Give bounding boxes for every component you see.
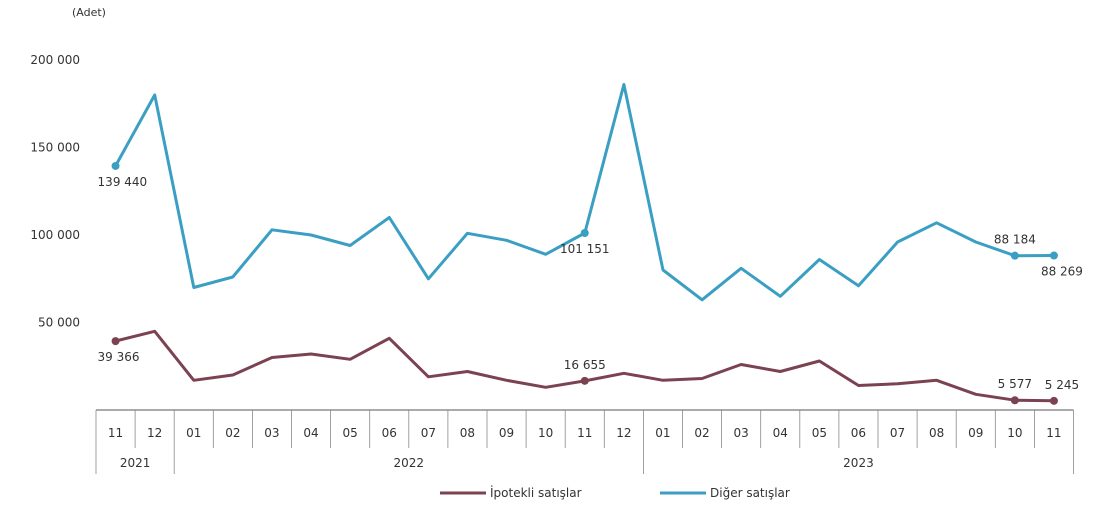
x-tick-label: 05 xyxy=(343,426,358,440)
data-label: 139 440 xyxy=(98,175,148,189)
data-label: 101 151 xyxy=(560,242,610,256)
y-axis: 50 000 100 000 150 000 200 000 xyxy=(30,53,80,330)
x-tick-label: 02 xyxy=(694,426,709,440)
y-tick-label: 100 000 xyxy=(30,228,80,242)
x-tick-label: 04 xyxy=(773,426,788,440)
y-tick-label: 50 000 xyxy=(38,316,80,330)
x-tick-label: 06 xyxy=(382,426,397,440)
legend-label: İpotekli satışlar xyxy=(490,485,582,500)
x-tick-label: 04 xyxy=(303,426,318,440)
x-tick-label: 09 xyxy=(499,426,514,440)
x-tick-label: 11 xyxy=(577,426,592,440)
data-point-marker xyxy=(1010,251,1019,260)
data-label: 16 655 xyxy=(564,358,606,372)
legend-label: Diğer satışlar xyxy=(710,486,790,500)
x-tick-label: 12 xyxy=(147,426,162,440)
data-label: 39 366 xyxy=(98,350,140,364)
x-tick-label: 03 xyxy=(264,426,279,440)
data-point-marker xyxy=(111,337,120,346)
x-year-label: 2023 xyxy=(843,456,874,470)
x-tick-label: 09 xyxy=(968,426,983,440)
x-tick-label: 10 xyxy=(1007,426,1022,440)
y-axis-unit-label: (Adet) xyxy=(72,6,106,19)
x-tick-label: 06 xyxy=(851,426,866,440)
series-line xyxy=(114,83,1055,302)
legend: İpotekli satışlar Diğer satışlar xyxy=(440,485,790,500)
y-tick-label: 150 000 xyxy=(30,141,80,155)
y-tick-label: 200 000 xyxy=(30,53,80,67)
data-point-marker xyxy=(1049,396,1058,405)
x-tick-label: 10 xyxy=(538,426,553,440)
x-tick-label: 07 xyxy=(421,426,436,440)
data-point-marker xyxy=(1010,396,1019,405)
data-label: 88 184 xyxy=(994,233,1036,247)
data-label-layer: 39 366 16 655 5 577 5 245 139 440 101 151 88 1… xyxy=(98,175,1083,392)
series-layer xyxy=(111,83,1058,405)
data-point-marker xyxy=(1049,251,1058,260)
data-point-marker xyxy=(111,161,120,170)
x-tick-label: 08 xyxy=(460,426,475,440)
x-axis: 11 12 01 02 03 04 05 06 07 08 09 10 11 12 01 02 03 04 05 06… xyxy=(95,409,1074,474)
data-label: 5 245 xyxy=(1045,378,1079,392)
x-tick-label: 05 xyxy=(812,426,827,440)
x-tick-label: 08 xyxy=(929,426,944,440)
x-year-label: 2021 xyxy=(120,456,151,470)
data-label: 88 269 xyxy=(1041,265,1083,279)
x-tick-label: 02 xyxy=(225,426,240,440)
x-tick-label: 01 xyxy=(186,426,201,440)
data-point-marker xyxy=(580,228,589,237)
x-year-label: 2022 xyxy=(394,456,425,470)
data-point-marker xyxy=(580,376,589,385)
x-tick-label: 11 xyxy=(1046,426,1061,440)
x-tick-label: 12 xyxy=(616,426,631,440)
x-tick-label: 07 xyxy=(890,426,905,440)
data-label: 5 577 xyxy=(998,377,1032,391)
x-tick-label: 01 xyxy=(655,426,670,440)
x-tick-label: 11 xyxy=(108,426,123,440)
x-tick-label: 03 xyxy=(734,426,749,440)
